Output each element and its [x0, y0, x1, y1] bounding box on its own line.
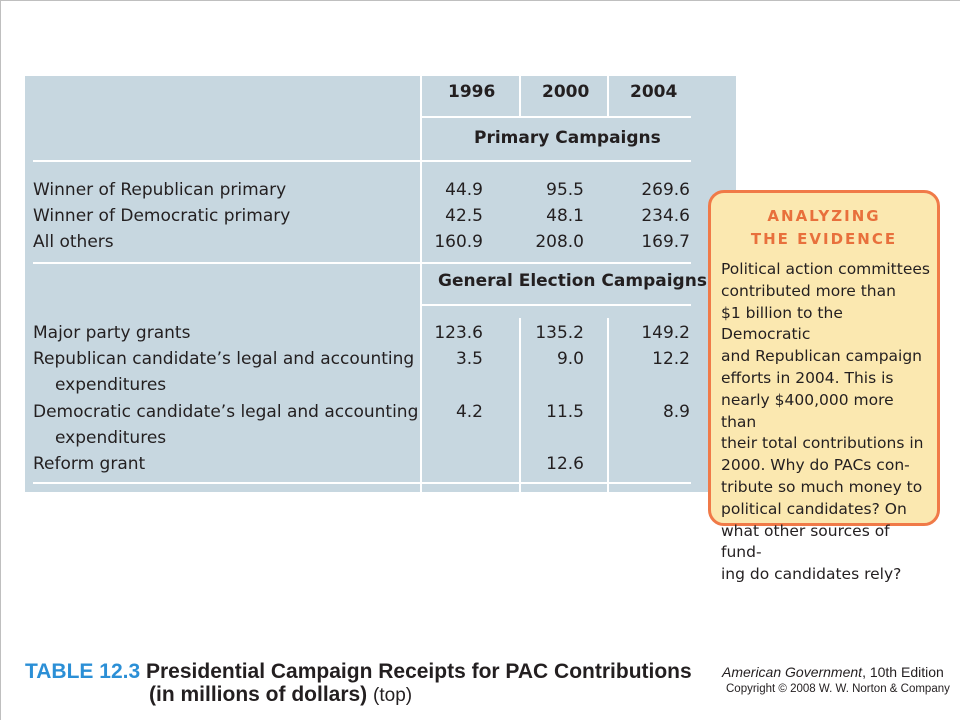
table-number-label: TABLE 12.3	[25, 660, 141, 683]
section-rule	[33, 262, 691, 264]
header-rule	[421, 116, 691, 118]
cell-2000: 12.6	[546, 454, 584, 474]
callout-body: Political action committees contributed …	[721, 260, 930, 584]
cell-1996: 123.6	[434, 323, 483, 343]
cell-1996: 42.5	[445, 206, 483, 226]
table-bottom-rule	[33, 482, 691, 484]
cell-2000: 208.0	[535, 232, 584, 252]
cell-2000: 95.5	[546, 180, 584, 200]
year-header-1996: 1996	[448, 82, 496, 102]
copyright-notice: Copyright © 2008 W. W. Norton & Company	[726, 683, 950, 695]
section-rule	[33, 160, 691, 162]
column-divider	[607, 318, 609, 492]
column-divider	[420, 76, 422, 492]
table-title: Presidential Campaign Receipts for PAC C…	[146, 660, 692, 683]
cell-1996: 160.9	[434, 232, 483, 252]
year-header-2004: 2004	[630, 82, 678, 102]
cell-2000: 11.5	[546, 402, 584, 422]
cell-2004: 8.9	[662, 402, 690, 422]
row-label: Major party grants	[33, 323, 191, 343]
cell-2004: 12.2	[652, 349, 690, 369]
row-label: Winner of Republican primary	[33, 180, 287, 200]
section-heading-primary: Primary Campaigns	[474, 128, 661, 148]
column-divider	[519, 318, 521, 492]
callout-title-line2: THE EVIDENCE	[750, 230, 898, 248]
column-divider	[519, 76, 521, 116]
row-label: Winner of Democratic primary	[33, 206, 291, 226]
cell-1996: 44.9	[445, 180, 483, 200]
analyzing-evidence-callout: ANALYZING THE EVIDENCE Political action …	[708, 190, 940, 583]
data-table: 1996 2000 2004 Primary Campaigns Winner …	[25, 76, 736, 492]
frame-top-border	[0, 0, 960, 1]
table-subtitle: (in millions of dollars)	[149, 683, 368, 706]
row-label: Reform grant	[33, 454, 146, 474]
callout-title-line1: ANALYZING	[767, 207, 881, 225]
section-heading-general: General Election Campaigns	[438, 271, 707, 291]
book-edition: , 10th Edition	[862, 664, 944, 680]
frame-left-border	[0, 0, 1, 720]
book-title: American Government	[722, 664, 863, 680]
cell-2004: 234.6	[641, 206, 690, 226]
section-rule	[421, 304, 691, 306]
cell-2004: 149.2	[641, 323, 690, 343]
book-credit: American Government, 10th Edition	[722, 664, 944, 680]
column-divider	[607, 76, 609, 116]
cell-2000: 9.0	[556, 349, 584, 369]
cell-2004: 269.6	[641, 180, 690, 200]
row-label-continuation: expenditures	[55, 428, 167, 448]
table-position-note: (top)	[373, 685, 413, 706]
cell-2004: 169.7	[641, 232, 690, 252]
year-header-2000: 2000	[542, 82, 590, 102]
table-caption-line2: (in millions of dollars) (top)	[149, 683, 412, 707]
table-caption-line1: TABLE 12.3 Presidential Campaign Receipt…	[25, 660, 692, 684]
cell-2000: 135.2	[535, 323, 584, 343]
row-label-continuation: expenditures	[55, 375, 167, 395]
row-label: Republican candidate’s legal and account…	[33, 349, 415, 369]
row-label: All others	[33, 232, 114, 252]
cell-2000: 48.1	[546, 206, 584, 226]
row-label: Democratic candidate’s legal and account…	[33, 402, 419, 422]
cell-1996: 3.5	[455, 349, 483, 369]
cell-1996: 4.2	[455, 402, 483, 422]
